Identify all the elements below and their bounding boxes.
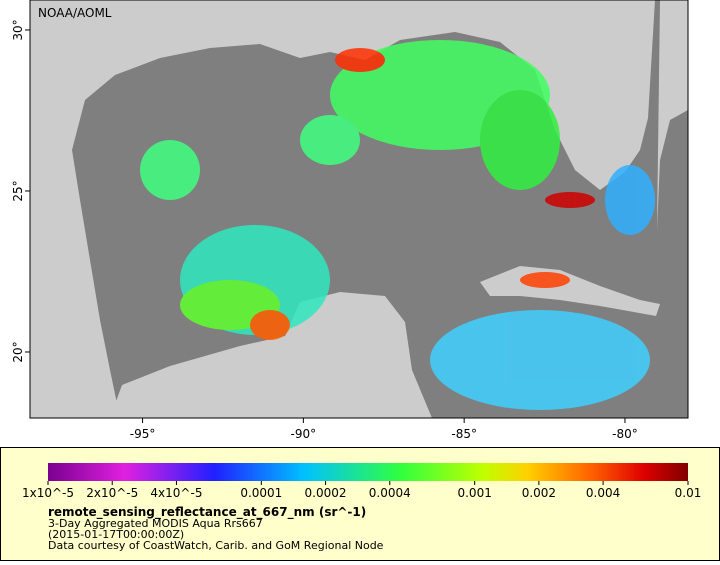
map-frame bbox=[29, 0, 689, 419]
colorbar-tick-label: 0.0001 bbox=[240, 486, 282, 500]
colorbar-tick-label: 1x10^-5 bbox=[22, 486, 74, 500]
x-tick-label: -80° bbox=[612, 427, 638, 441]
legend-variable: remote_sensing_reflectance_at_667_nm (sr… bbox=[48, 505, 366, 520]
colorbar bbox=[48, 463, 688, 481]
legend-line: (2015-01-17T00:00:00Z) bbox=[48, 528, 184, 541]
colorbar-tick-label: 0.002 bbox=[522, 486, 556, 500]
legend-lines: 3-Day Aggregated MODIS Aqua Rrs667(2015-… bbox=[48, 517, 384, 552]
colorbar-tick-label: 2x10^-5 bbox=[86, 486, 138, 500]
colorbar-tick-label: 0.0004 bbox=[369, 486, 411, 500]
colorbar-tick-label: 0.0002 bbox=[305, 486, 347, 500]
colorbar-tick-label: 0.004 bbox=[586, 486, 620, 500]
land-east bbox=[655, 0, 688, 230]
y-tick-label: 20° bbox=[11, 341, 25, 362]
legend-line: 3-Day Aggregated MODIS Aqua Rrs667 bbox=[48, 517, 263, 530]
data-patches bbox=[140, 40, 655, 410]
x-tick-label: -95° bbox=[130, 427, 156, 441]
colorbar-tick-label: 4x10^-5 bbox=[150, 486, 202, 500]
y-tick-label: 25° bbox=[11, 180, 25, 201]
x-tick-label: -85° bbox=[451, 427, 477, 441]
map-area bbox=[30, 0, 688, 418]
x-tick-label: -90° bbox=[291, 427, 317, 441]
legend-line: Data courtesy of CoastWatch, Carib. and … bbox=[48, 539, 384, 552]
colorbar-tick-label: 0.01 bbox=[675, 486, 702, 500]
colorbar-tick-label: 0.001 bbox=[457, 486, 491, 500]
y-tick-label: 30° bbox=[11, 19, 25, 40]
land-north bbox=[30, 0, 655, 418]
credit: NOAA/AOML bbox=[38, 6, 112, 20]
land-south bbox=[110, 292, 432, 418]
